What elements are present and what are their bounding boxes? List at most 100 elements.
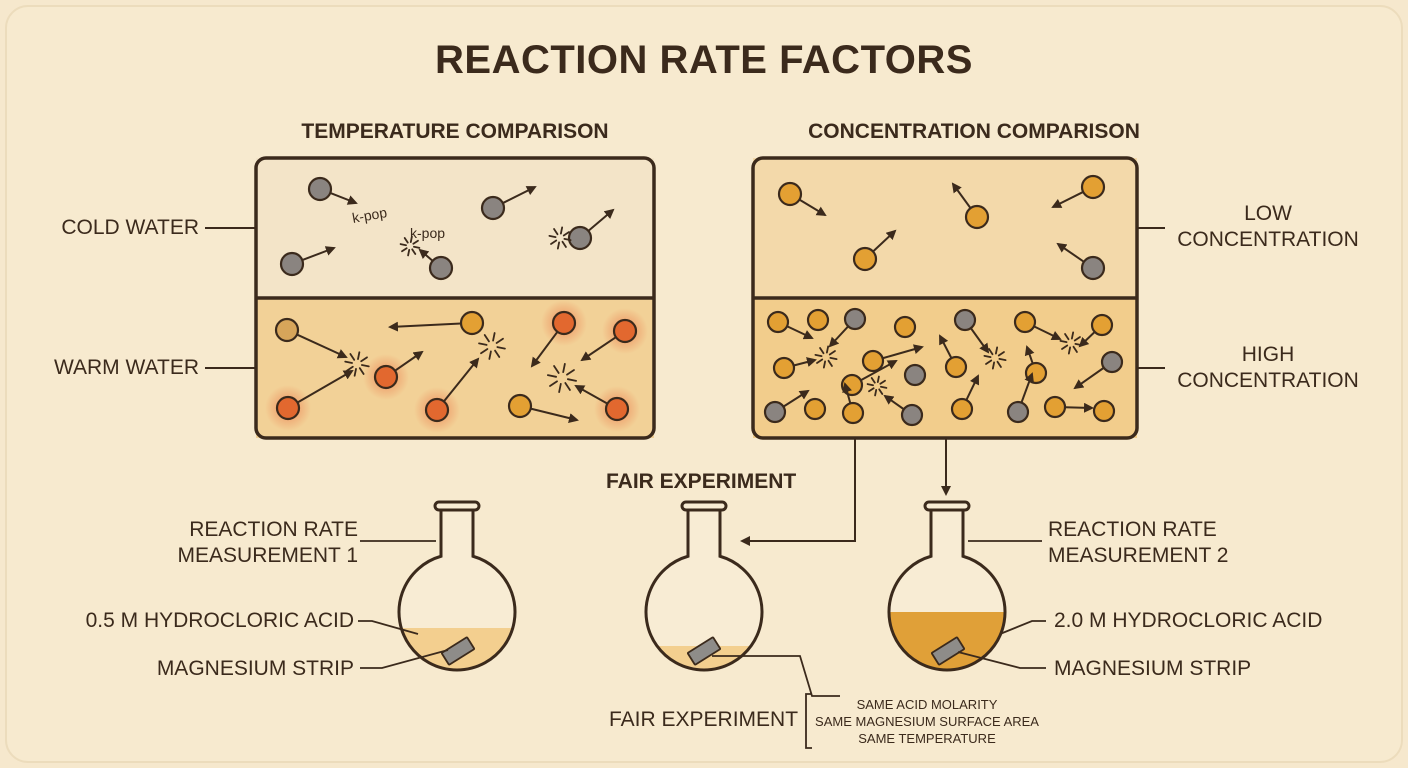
particle-dot <box>950 397 974 421</box>
particle <box>1051 174 1106 208</box>
particle <box>567 208 615 251</box>
magnesium-strip <box>931 636 965 666</box>
motion-arrow <box>798 198 827 217</box>
motion-arrow <box>301 246 336 262</box>
collision-bursts <box>344 226 1083 397</box>
particle <box>903 363 927 387</box>
control-1: SAME ACID MOLARITY <box>856 697 998 712</box>
motion-arrow <box>842 382 852 404</box>
warm-water-label: WARM WATER <box>53 356 199 379</box>
particle-dot <box>459 310 485 336</box>
particle-dot <box>903 363 927 387</box>
particle <box>1092 399 1116 423</box>
particle <box>841 382 865 425</box>
main-title: REACTION RATE FACTORS <box>435 38 973 82</box>
particle-dot <box>893 315 917 339</box>
particle-dot <box>852 246 878 272</box>
particle-dot <box>763 400 787 424</box>
collision-burst <box>814 345 838 369</box>
high-label-line1: HIGH <box>1241 343 1295 366</box>
particle <box>418 248 454 281</box>
particle <box>530 300 587 368</box>
motion-arrow <box>1078 331 1096 348</box>
pop-label-2: k-pop <box>410 225 446 241</box>
particle <box>953 308 990 354</box>
flask-outline <box>887 508 1007 672</box>
fair-experiment-bottom: FAIR EXPERIMENT <box>609 708 799 731</box>
low-concentration-panel <box>753 158 1137 298</box>
motion-arrow <box>329 192 358 205</box>
particle-dot <box>480 195 506 221</box>
particle-dot <box>806 308 830 332</box>
particle-dot <box>803 397 827 421</box>
cold-water-label: COLD WATER <box>61 216 199 239</box>
particle-dot <box>551 310 577 336</box>
particle-dot <box>772 356 796 380</box>
motion-arrow <box>418 248 434 262</box>
collision-burst <box>548 226 572 250</box>
motion-arrow <box>1033 325 1062 341</box>
particle <box>883 394 924 427</box>
particle <box>388 310 485 336</box>
particle-dot <box>279 251 305 277</box>
particle-dot <box>1090 313 1114 337</box>
particle <box>307 176 358 205</box>
particle <box>1073 350 1124 390</box>
particle <box>363 350 424 400</box>
motion-arrow <box>394 350 424 372</box>
concentration-panels <box>751 156 1165 440</box>
particle <box>852 229 897 272</box>
particle <box>766 310 814 340</box>
particle-dot <box>1043 395 1067 419</box>
motion-arrow <box>1056 242 1085 263</box>
particle-dot <box>604 396 630 422</box>
particle-dot <box>1013 310 1037 334</box>
particle <box>777 181 827 217</box>
particle <box>274 317 348 359</box>
particle-dot <box>1080 255 1106 281</box>
concentration-heading: CONCENTRATION COMPARISON <box>808 120 1140 143</box>
particle <box>480 186 537 221</box>
flask-lip <box>680 500 728 512</box>
motion-arrow <box>297 369 354 404</box>
particle <box>507 393 579 423</box>
magnesium-strip <box>687 636 721 666</box>
connector-to-fair-flask <box>740 438 856 546</box>
collision-burst <box>546 362 578 394</box>
motion-arrow <box>530 407 579 423</box>
particle-dot <box>507 393 533 419</box>
particle-dot <box>944 355 968 379</box>
measurement1-line2: MEASUREMENT 1 <box>177 544 358 567</box>
motion-arrow <box>587 208 615 232</box>
motion-arrow <box>1020 372 1034 403</box>
measurement1-line1: REACTION RATE <box>189 518 358 541</box>
flask-outline <box>397 508 517 672</box>
motion-arrow <box>786 325 814 340</box>
motion-arrow <box>951 182 972 209</box>
collision-burst <box>399 235 421 257</box>
particle <box>806 308 830 332</box>
high-label-line2: CONCENTRATION <box>1177 369 1359 392</box>
particle-dot <box>964 204 990 230</box>
low-label-line2: CONCENTRATION <box>1177 228 1359 251</box>
particle <box>763 389 810 424</box>
motion-arrow <box>882 344 924 360</box>
acid1-label: 0.5 M HYDROCLORIC ACID <box>85 609 354 632</box>
motion-arrow <box>939 334 953 359</box>
particle <box>279 246 336 277</box>
particle <box>580 308 648 362</box>
low-label-line1: LOW <box>1244 202 1292 225</box>
particle-dot <box>777 181 803 207</box>
particle-dot <box>953 308 977 332</box>
temperature-heading: TEMPERATURE COMPARISON <box>301 120 609 143</box>
acid2-label: 2.0 M HYDROCLORIC ACID <box>1054 609 1323 632</box>
particle <box>950 374 980 421</box>
motion-arrow <box>1024 345 1035 364</box>
particle-dot <box>567 225 593 251</box>
particle <box>951 182 990 230</box>
measurement2-line2: MEASUREMENT 2 <box>1048 544 1229 567</box>
particle-dot <box>1006 400 1030 424</box>
control-2: SAME MAGNESIUM SURFACE AREA <box>815 714 1039 729</box>
particle <box>772 356 817 380</box>
